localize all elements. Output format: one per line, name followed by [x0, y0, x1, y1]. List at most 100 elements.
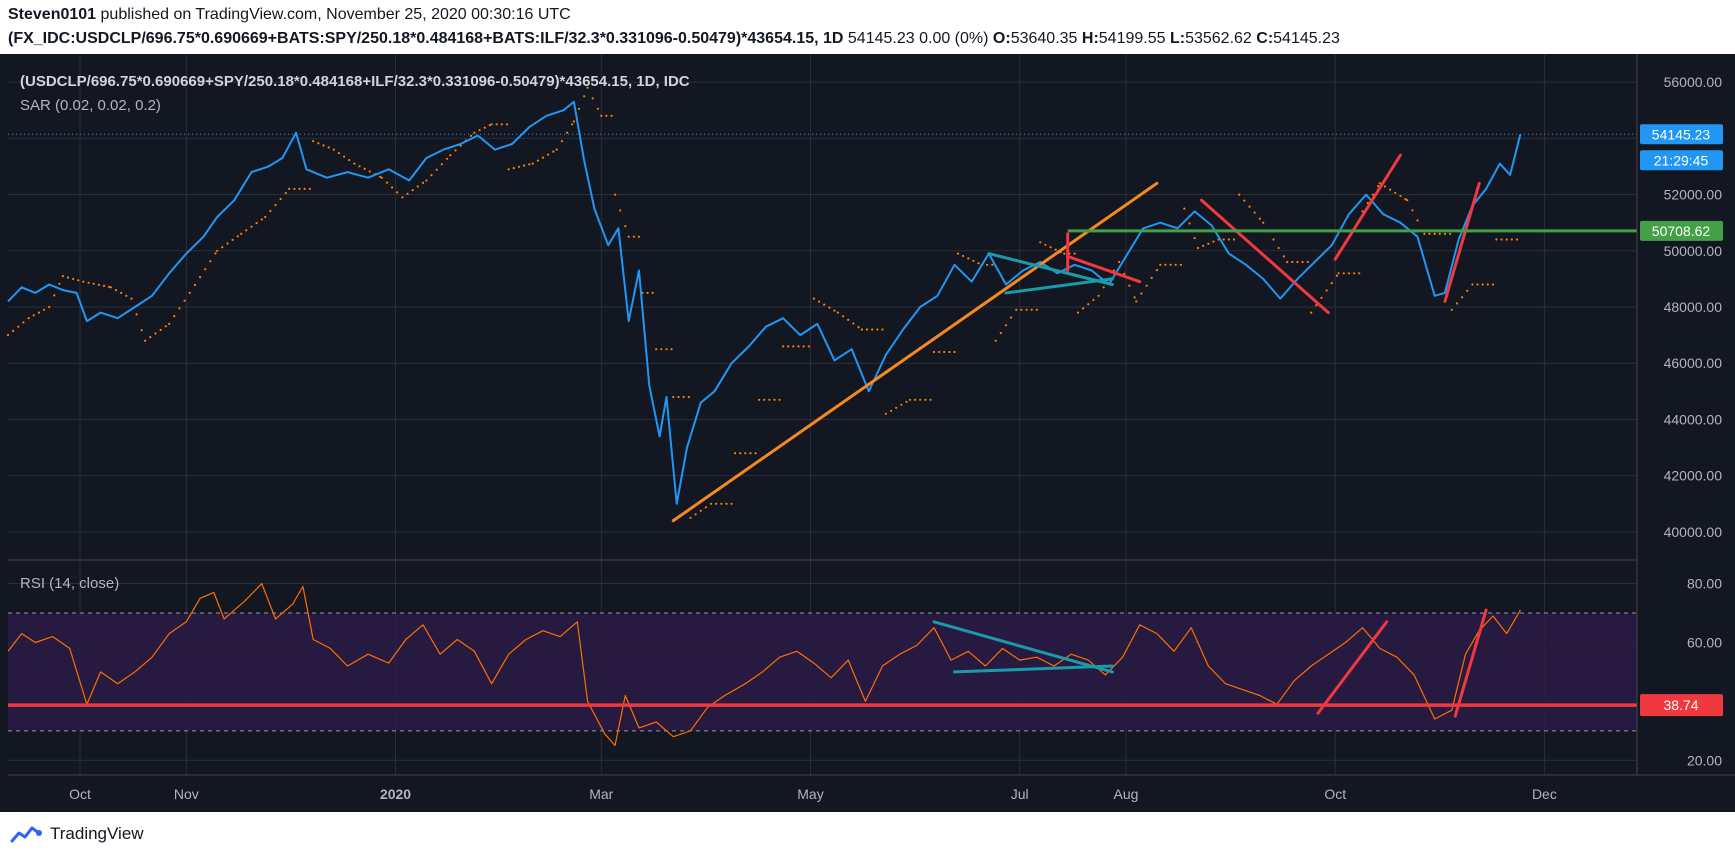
sar-dot-261	[1258, 217, 1261, 220]
sar-dot-224	[1076, 311, 1080, 314]
sar-dot-313	[1500, 238, 1503, 241]
sar-dot-219	[1054, 248, 1057, 251]
sar-dot-132	[637, 235, 641, 238]
sar-dot-188	[905, 400, 908, 403]
drawings-layer[interactable]	[8, 153, 1637, 718]
trendline-red-5[interactable]	[1199, 198, 1330, 315]
sar-dot-211	[1015, 308, 1018, 311]
sar-dot-268	[1291, 260, 1294, 264]
rsi-legend: RSI (14, close)	[20, 575, 119, 592]
sar-dot-250	[1202, 244, 1205, 247]
sar-dot-34	[173, 315, 176, 318]
sar-dot-197	[948, 350, 951, 354]
sar-dot-82	[406, 192, 409, 195]
sar-dot-113	[552, 150, 555, 153]
rsi-trendline-red-11[interactable]	[1453, 608, 1488, 718]
rsi-line[interactable]	[7, 583, 1521, 747]
sar-dot-154	[739, 452, 742, 455]
sar-dot-165	[792, 345, 795, 348]
sar-dot-228	[1097, 294, 1100, 297]
axis-value-labels: 54145.23 21:29:45 50708.62 38.74	[1640, 124, 1723, 717]
sar-dot-295	[1416, 219, 1419, 222]
sar-dot-107	[523, 164, 526, 167]
sar-dot-315	[1510, 238, 1513, 241]
sar-dot-306	[1466, 289, 1469, 292]
low-label: L:	[1169, 30, 1186, 47]
sar-dot-152	[730, 502, 733, 505]
sar-dot-255	[1227, 238, 1230, 241]
sar-dot-61	[303, 187, 306, 190]
sar-dot-17	[92, 282, 95, 285]
sar-dot-179	[860, 328, 864, 331]
sar-dot-63	[312, 140, 315, 143]
sar-dot-143	[687, 395, 690, 399]
sar-dot-243	[1169, 263, 1172, 266]
sar-dot-206	[991, 263, 994, 266]
sar-dot-205	[986, 263, 989, 266]
chart-header: Steven0101 published on TradingView.com,…	[0, 0, 1735, 54]
sar-legend: SAR (0.02, 0.02, 0.2)	[20, 97, 161, 114]
chart-canvas[interactable]: 40000.00 42000.00 44000.00 46000.00 48000.00…	[0, 54, 1735, 812]
rsi-trendline-red-10[interactable]	[1316, 620, 1389, 715]
sar-dot-248	[1193, 237, 1196, 240]
sar-dot-164	[787, 345, 790, 348]
time-tick-3: Mar	[589, 786, 613, 802]
sar-dot-80	[396, 191, 399, 194]
sar-dot-194	[932, 350, 936, 354]
trendline-red-7[interactable]	[1443, 181, 1481, 303]
sar-dot-207	[994, 339, 997, 342]
sar-dot-89	[440, 163, 443, 166]
publisher-name[interactable]: Steven0101	[8, 6, 97, 23]
sar-dot-260	[1253, 211, 1256, 214]
sar-dot-258	[1243, 199, 1246, 202]
sar-dot-37	[188, 291, 191, 294]
sar-dot-286	[1377, 185, 1380, 188]
sar-dot-237	[1140, 292, 1143, 295]
rsi-trendline-teal-9[interactable]	[953, 664, 1114, 674]
rsi-trendline-teal-8[interactable]	[932, 620, 1114, 674]
sar-dot-153	[733, 452, 737, 455]
last-price-label-bg	[1640, 124, 1723, 145]
sar-dot-77	[380, 176, 383, 179]
sar-dot-24	[125, 294, 128, 297]
sar-dot-102	[500, 123, 503, 126]
sar-dot-39	[199, 276, 202, 279]
sar-dot-141	[677, 395, 680, 399]
sar-dot-259	[1248, 205, 1251, 208]
sar-dot-92	[454, 149, 457, 152]
sar-dot-277	[1335, 274, 1338, 277]
sar-dot-66	[327, 146, 330, 149]
sar-dot-68	[337, 152, 340, 155]
sar-dot-118	[572, 120, 576, 123]
rsi-level-label: 38.74	[1663, 697, 1698, 713]
sar-dot-159	[763, 398, 766, 401]
sar-dot-45	[226, 242, 229, 245]
sar-dot-79	[391, 186, 394, 189]
trendline-orange-0[interactable]	[671, 181, 1159, 523]
sar-dot-14	[77, 279, 80, 282]
sar-dot-285	[1371, 193, 1374, 196]
trendline-teal-1[interactable]	[987, 252, 1114, 287]
trendline-teal-2[interactable]	[1004, 277, 1114, 295]
trendline-red-6[interactable]	[1333, 153, 1402, 261]
sar-dot-214	[1030, 308, 1033, 311]
sar-dot-291	[1399, 194, 1402, 198]
sar-dot-186	[895, 406, 898, 409]
sar-dot-175	[842, 315, 845, 318]
sar-dot-178	[857, 326, 860, 329]
rsi-band	[8, 613, 1637, 731]
sar-dot-32	[164, 325, 167, 328]
trendline-red-4[interactable]	[1066, 254, 1142, 284]
tradingview-logo[interactable]: TradingView	[10, 824, 144, 844]
published-text: published on TradingView.com, November 2…	[100, 6, 571, 23]
sar-dot-122	[591, 97, 594, 100]
sar-dot-48	[240, 232, 243, 235]
sar-dot-144	[689, 516, 692, 519]
sar-dot-189	[908, 398, 912, 401]
rsi-tick-0: 20.00	[1687, 752, 1722, 768]
price-line[interactable]	[7, 100, 1522, 505]
sar-dot-264	[1272, 238, 1275, 241]
time-tick-1: Nov	[174, 786, 199, 802]
price-tick-4: 48000.00	[1664, 299, 1723, 315]
time-axis[interactable]: Oct Nov 2020 Mar May Jul Aug Oct Dec	[69, 786, 1557, 802]
